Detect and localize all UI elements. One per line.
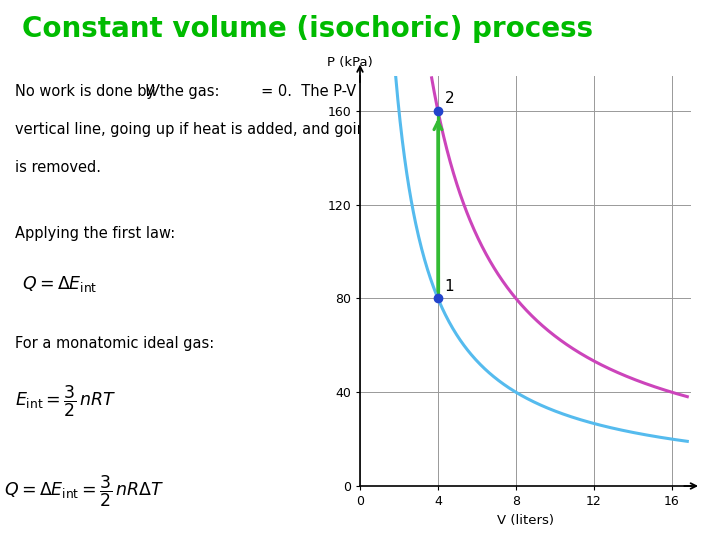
Text: $Q = \Delta E_\mathrm{int} = \dfrac{3}{2}\,nR\Delta T$: $Q = \Delta E_\mathrm{int} = \dfrac{3}{2… [4,474,164,509]
Text: 2: 2 [445,91,454,106]
Text: 1: 1 [445,279,454,294]
Text: Applying the first law:: Applying the first law: [15,226,175,241]
Text: No work is done by the gas:         = 0.  The P-V diagram is a: No work is done by the gas: = 0. The P-V… [15,84,452,99]
Text: $Q = \Delta E_\mathrm{int}$: $Q = \Delta E_\mathrm{int}$ [22,274,98,294]
Text: vertical line, going up if heat is added, and going down if heat: vertical line, going up if heat is added… [15,122,471,137]
Text: Constant volume (isochoric) process: Constant volume (isochoric) process [22,15,593,43]
X-axis label: V (liters): V (liters) [497,514,554,526]
Text: $E_\mathrm{int} = \dfrac{3}{2}\,nRT$: $E_\mathrm{int} = \dfrac{3}{2}\,nRT$ [15,383,117,418]
Text: P (kPa): P (kPa) [328,56,373,69]
Text: For a monatomic ideal gas:: For a monatomic ideal gas: [15,336,215,350]
Text: W: W [144,84,158,99]
Text: is removed.: is removed. [15,160,101,175]
